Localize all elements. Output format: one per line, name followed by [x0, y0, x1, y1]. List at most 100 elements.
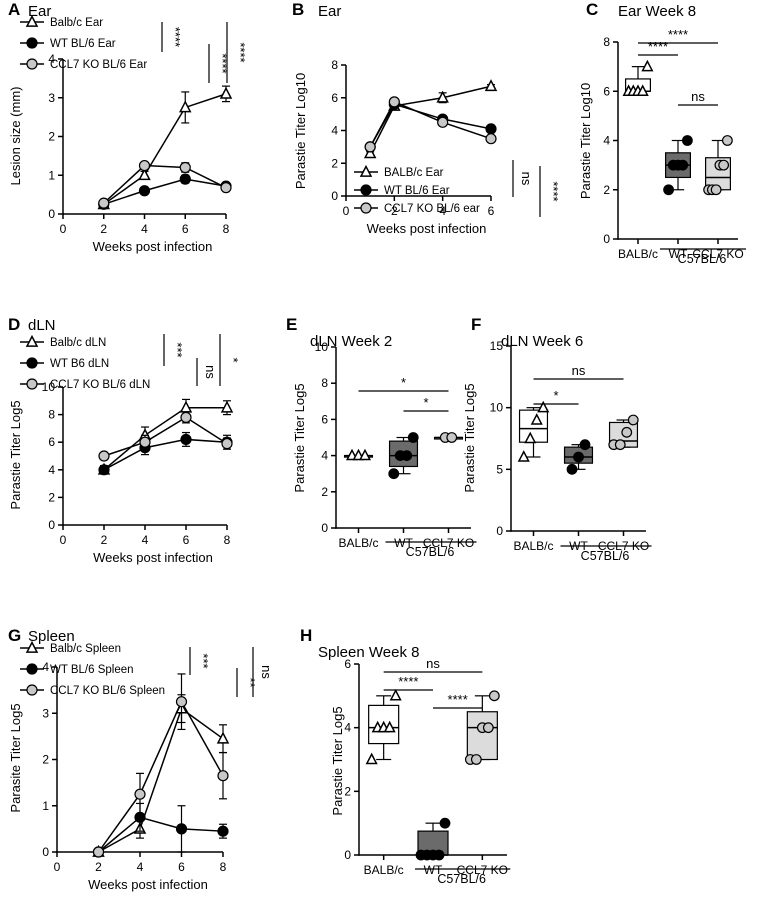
box-0	[517, 400, 550, 462]
y-tick-label: 0	[603, 232, 610, 246]
y-tick-label: 6	[48, 435, 55, 449]
group-label: C57BL/6	[406, 545, 455, 559]
legend-marker-tri	[359, 164, 373, 177]
y-tick-label: 0	[42, 845, 49, 859]
series-line	[103, 93, 227, 205]
data-point	[179, 173, 191, 185]
legend-entry: Balb/c Spleen	[50, 643, 121, 655]
data-point	[722, 135, 733, 146]
significance-label: ****	[233, 42, 248, 62]
data-point	[363, 146, 377, 159]
significance-label: ****	[448, 692, 468, 707]
legend-marker-grey	[26, 684, 38, 696]
legend-entry: CCL7 KO BL/6 dLN	[50, 379, 150, 391]
data-point	[437, 116, 449, 128]
box-2	[703, 135, 733, 196]
data-point	[537, 400, 550, 413]
y-tick-label: 0	[344, 848, 351, 862]
significance-label: ****	[398, 674, 418, 689]
y-tick-label: 2	[344, 784, 351, 798]
y-tick-label: 5	[496, 462, 503, 476]
x-tick-label: 4	[137, 860, 144, 874]
data-point	[92, 846, 105, 858]
y-axis-label: Parastie Titer Log10	[578, 83, 593, 199]
x-tick-label: 2	[100, 222, 107, 236]
legend-entry: Balb/c Ear	[50, 17, 103, 29]
group-label: C57BL/6	[678, 252, 727, 266]
legend-marker-black	[360, 184, 372, 196]
y-axis-label: Parastie Titer Log10	[293, 73, 308, 189]
category-label: BALB/c	[618, 247, 658, 261]
y-axis-label: Parastie Titer Log5	[330, 706, 345, 815]
significance-label: *	[226, 357, 241, 362]
legend-marker-grey	[26, 378, 38, 390]
data-point	[636, 84, 649, 96]
legend-entry: CCL7 KO BL/6 Ear	[50, 59, 147, 71]
legend-entry: Balb/c dLN	[50, 337, 106, 349]
x-tick-label: 8	[223, 222, 230, 236]
y-tick-label: 2	[48, 130, 55, 144]
series-line	[103, 178, 227, 206]
x-tick-label: 4	[439, 204, 446, 218]
x-tick-label: 6	[183, 533, 190, 547]
data-point	[530, 413, 543, 425]
data-point	[138, 159, 151, 172]
data-point	[175, 696, 188, 708]
legend-marker-black	[26, 37, 38, 49]
panel-label-a: A	[8, 0, 20, 19]
data-point	[407, 432, 419, 443]
series-line	[103, 406, 227, 471]
data-point	[358, 448, 372, 461]
significance-label: ****	[168, 27, 183, 47]
box-2	[464, 690, 500, 765]
y-tick-label: 10	[490, 401, 504, 415]
series-line	[103, 164, 227, 204]
y-tick-label: 0	[321, 521, 328, 535]
significance-label: ns	[426, 656, 440, 671]
data-point	[663, 184, 674, 196]
legend-entry: BALB/c Ear	[384, 167, 444, 179]
data-point	[98, 197, 110, 209]
data-point	[641, 59, 654, 72]
y-tick-label: 1	[48, 168, 55, 182]
data-point	[219, 86, 233, 99]
significance-label: ***	[170, 342, 185, 357]
y-tick-label: 15	[490, 339, 504, 353]
y-tick-label: 2	[603, 183, 610, 197]
legend: Balb/c Spleen WT BL/6 Spleen CCL7 KO BL/6 …	[20, 640, 165, 697]
y-tick-label: 0	[48, 207, 55, 221]
x-tick-label: 2	[101, 533, 108, 547]
y-tick-label: 4	[42, 660, 49, 674]
panel-title-f: dLN Week 6	[501, 333, 583, 350]
panel-title-a: Ear	[28, 3, 51, 20]
x-tick-label: 0	[60, 222, 67, 236]
box-2	[608, 414, 639, 451]
y-tick-label: 10	[42, 380, 56, 394]
x-tick-label: 4	[141, 222, 148, 236]
data-point	[485, 133, 497, 145]
category-label: WT	[394, 536, 413, 550]
significance-label: ns	[572, 363, 586, 378]
series-line	[103, 438, 228, 471]
x-tick-label: 2	[391, 204, 398, 218]
x-tick-label: 2	[95, 860, 102, 874]
significance-label: ****	[546, 181, 561, 201]
series-grey	[92, 673, 229, 858]
data-point	[439, 817, 451, 829]
legend-marker-grey	[360, 202, 372, 214]
data-point	[134, 788, 146, 800]
significance-label: ****	[215, 53, 230, 73]
legend-entry: WT BL/6 Ear	[384, 185, 450, 197]
y-tick-label: 8	[331, 58, 338, 72]
data-point	[388, 468, 400, 480]
category-label: WT	[424, 863, 443, 877]
y-tick-label: 2	[321, 485, 328, 499]
series-line	[103, 416, 228, 457]
panel-title-d: dLN	[28, 317, 56, 334]
series-grey	[98, 159, 232, 209]
box-1	[388, 432, 419, 480]
legend: Balb/c dLN WT B6 dLN CCL7 KO BL/6 dLN	[20, 334, 150, 391]
data-point	[216, 731, 230, 744]
legend-entry: CCL7 KO BL/6 ear	[384, 203, 480, 215]
